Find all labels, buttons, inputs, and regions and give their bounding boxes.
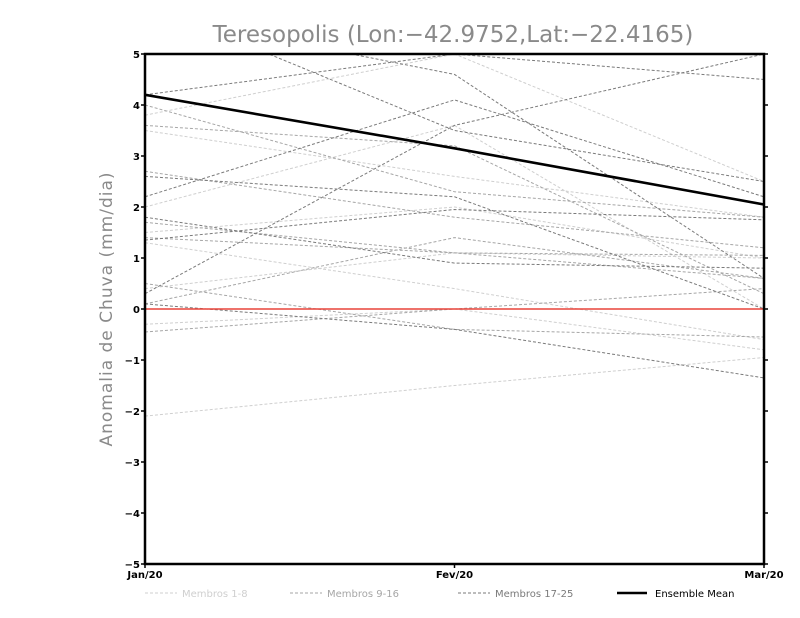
series-line-membros-1-8-4 bbox=[145, 206, 764, 259]
series-line-membros-1-8-1 bbox=[145, 54, 764, 182]
plot-area bbox=[145, 54, 764, 417]
series-line-membros-17-25-24 bbox=[145, 54, 764, 295]
legend-label-1: Membros 1-8 bbox=[182, 589, 248, 600]
legend-label-2: Membros 9-16 bbox=[327, 589, 399, 600]
series-line-membros-9-16-12 bbox=[145, 221, 764, 279]
chart-title: Teresopolis (Lon:−42.9752,Lat:−22.4165) bbox=[212, 22, 694, 48]
y-axis-label: Anomalia de Chuva (mm/dia) bbox=[97, 171, 117, 446]
series-line-membros-17-25-23 bbox=[145, 216, 764, 269]
series-line-membros-9-16-15 bbox=[145, 237, 764, 305]
x-tick-label: Jan/20 bbox=[126, 570, 162, 581]
series-line-membros-9-16-16 bbox=[145, 288, 764, 333]
legend-label-4: Ensemble Mean bbox=[655, 589, 734, 600]
legend: Membros 1-8 Membros 9-16 Membros 17-25 Ense… bbox=[145, 589, 734, 600]
series-line-membros-17-25-25 bbox=[145, 303, 764, 379]
y-tick-label: −2 bbox=[125, 407, 140, 418]
series-line-membros-17-25-18 bbox=[348, 54, 764, 279]
y-tick-label: −5 bbox=[125, 560, 140, 571]
series-line-membros-17-25-22 bbox=[145, 208, 764, 241]
y-tick-label: 0 bbox=[133, 305, 140, 316]
y-tick-label: 2 bbox=[133, 203, 140, 214]
series-line-membros-17-25-20 bbox=[145, 99, 764, 198]
legend-label-3: Membros 17-25 bbox=[495, 589, 573, 600]
series-line-membros-1-8-6 bbox=[145, 252, 764, 290]
series-line-membros-9-16-11 bbox=[145, 170, 764, 249]
y-tick-label: −1 bbox=[125, 356, 140, 367]
ensemble-mean-line bbox=[145, 93, 764, 206]
series-line-membros-9-16-9 bbox=[145, 104, 764, 218]
series-line-membros-9-16-10 bbox=[145, 124, 764, 295]
y-tick-label: 4 bbox=[133, 101, 140, 112]
y-tick-label: 5 bbox=[133, 50, 140, 61]
y-tick-label: −4 bbox=[125, 509, 140, 520]
series-line-membros-9-16-13 bbox=[145, 237, 764, 256]
series-line-membros-1-8-2 bbox=[145, 130, 764, 218]
series-line-membros-1-8-5 bbox=[145, 242, 764, 341]
series-line-membros-1-8-7 bbox=[145, 308, 764, 351]
axis-ticks: −5 −4 −3 −2 −1 0 1 2 3 4 5 Jan/20 Fev/20 Mar/20 bbox=[125, 50, 784, 581]
x-tick-label: Fev/20 bbox=[436, 570, 473, 581]
series-line-membros-1-8-8 bbox=[145, 357, 764, 417]
y-tick-label: 3 bbox=[133, 152, 140, 163]
x-tick-label: Mar/20 bbox=[744, 570, 783, 581]
y-tick-label: 1 bbox=[133, 254, 140, 265]
series-line-membros-17-25-21 bbox=[145, 175, 764, 310]
y-tick-label: −3 bbox=[125, 458, 140, 469]
